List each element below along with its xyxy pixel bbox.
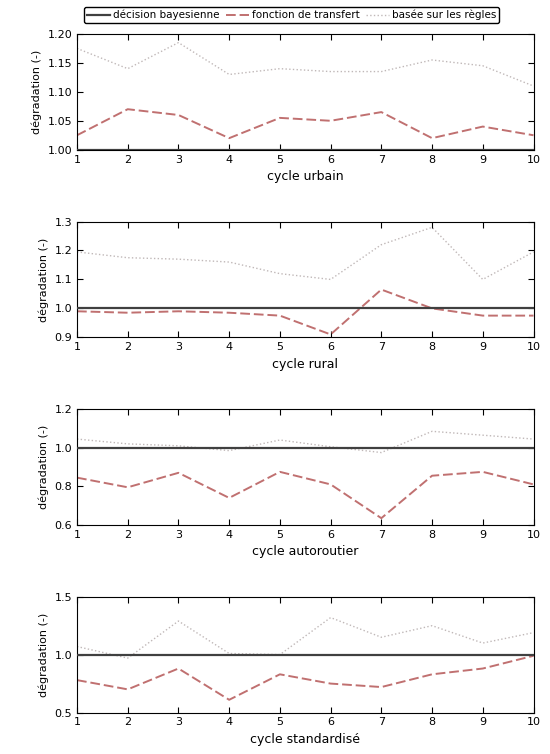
Y-axis label: dégradation (-): dégradation (-) [39,238,49,321]
X-axis label: cycle urbain: cycle urbain [267,170,344,183]
Y-axis label: dégradation (-): dégradation (-) [39,425,49,509]
Legend: décision bayesienne, fonction de transfert, basée sur les règles: décision bayesienne, fonction de transfe… [84,7,499,23]
X-axis label: cycle rural: cycle rural [272,357,338,371]
X-axis label: cycle standardisé: cycle standardisé [250,733,360,746]
X-axis label: cycle autoroutier: cycle autoroutier [252,545,359,559]
Y-axis label: dégradation (-): dégradation (-) [31,50,42,134]
Y-axis label: dégradation (-): dégradation (-) [39,612,49,697]
